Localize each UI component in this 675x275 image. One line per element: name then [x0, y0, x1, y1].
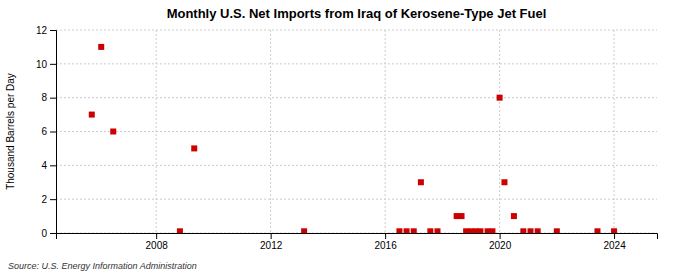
x-tick-label: 2012	[260, 240, 283, 251]
point	[611, 228, 617, 233]
x-tick: 2008	[146, 233, 169, 251]
grid-line-y	[56, 97, 657, 98]
point	[477, 228, 483, 233]
y-tick-mark	[50, 165, 56, 166]
x-tick-label: 2008	[146, 240, 169, 251]
grid-line-y	[56, 131, 657, 132]
y-tick: 2	[41, 194, 56, 205]
y-tick: 0	[41, 228, 56, 239]
y-tick-label: 2	[41, 194, 47, 205]
y-tick-label: 12	[36, 25, 48, 36]
y-tick: 6	[41, 126, 56, 137]
y-tick-mark	[50, 233, 56, 234]
y-tick: 12	[36, 25, 56, 36]
x-tick-mark	[271, 233, 272, 239]
point	[501, 179, 507, 185]
point	[301, 228, 307, 233]
point	[89, 112, 95, 118]
point	[396, 228, 402, 233]
point	[511, 213, 517, 219]
y-tick-label: 8	[41, 92, 47, 103]
point	[489, 228, 495, 233]
grid-line-y	[56, 199, 657, 200]
x-tick-label: 2020	[489, 240, 512, 251]
points	[89, 44, 617, 233]
x-axis-line	[57, 234, 658, 240]
source: Source: U.S. Energy Information Administ…	[8, 261, 197, 271]
y-axis: 0 2 4 6 8 10 12	[36, 25, 57, 239]
chart: 2008 2012 2016 2020 2024 0 2 4 6 8 10 12 Monthly U.S…	[0, 0, 675, 275]
y-tick-label: 10	[36, 59, 48, 70]
title: Monthly U.S. Net Imports from Iraq of Ke…	[167, 6, 547, 21]
grid	[56, 30, 657, 233]
point	[411, 228, 417, 233]
plot: 2008 2012 2016 2020 2024 0 2 4 6 8 10 12	[36, 25, 658, 251]
y-tick: 4	[41, 160, 56, 171]
point	[418, 179, 424, 185]
y-tick-label: 4	[41, 160, 47, 171]
y-tick-mark	[50, 199, 56, 200]
grid-line-y	[56, 30, 657, 31]
x-tick-label: 2024	[603, 240, 626, 251]
x-axis: 2008 2012 2016 2020 2024	[57, 233, 658, 251]
y-tick-mark	[50, 132, 56, 133]
y-tick-mark	[50, 64, 56, 65]
point	[535, 228, 541, 233]
x-tick: 2016	[374, 233, 397, 251]
grid-line-x	[614, 30, 615, 233]
point	[110, 129, 116, 135]
grid-line-x	[499, 30, 500, 233]
y-tick: 10	[36, 59, 56, 70]
x-tick-mark	[156, 233, 157, 239]
point	[427, 228, 433, 233]
point	[404, 228, 410, 233]
x-tick: 2024	[603, 233, 626, 251]
y-tick-label: 6	[41, 126, 47, 137]
grid-line-x	[270, 30, 271, 233]
y-tick-label: 0	[41, 228, 47, 239]
grid-line-x	[385, 30, 386, 233]
point	[554, 228, 560, 233]
point	[434, 228, 440, 233]
point	[459, 213, 465, 219]
point	[497, 95, 503, 101]
y-axis-label: Thousand Barrels per Day	[5, 73, 16, 190]
y-tick-mark	[50, 98, 56, 99]
x-tick-mark	[500, 233, 501, 239]
x-tick-label: 2016	[374, 240, 397, 251]
grid-line-y	[56, 165, 657, 166]
point	[191, 145, 197, 151]
point	[177, 228, 183, 233]
point	[98, 44, 104, 50]
y-tick: 8	[41, 92, 56, 103]
grid-line-y	[56, 63, 657, 64]
x-tick-mark	[385, 233, 386, 239]
x-tick-mark	[614, 233, 615, 239]
x-tick: 2020	[489, 233, 512, 251]
point	[520, 228, 526, 233]
point	[528, 228, 534, 233]
point	[594, 228, 600, 233]
grid-line-x	[156, 30, 157, 233]
x-tick: 2012	[260, 233, 283, 251]
y-axis-line	[50, 31, 57, 234]
y-tick-mark	[50, 30, 56, 31]
